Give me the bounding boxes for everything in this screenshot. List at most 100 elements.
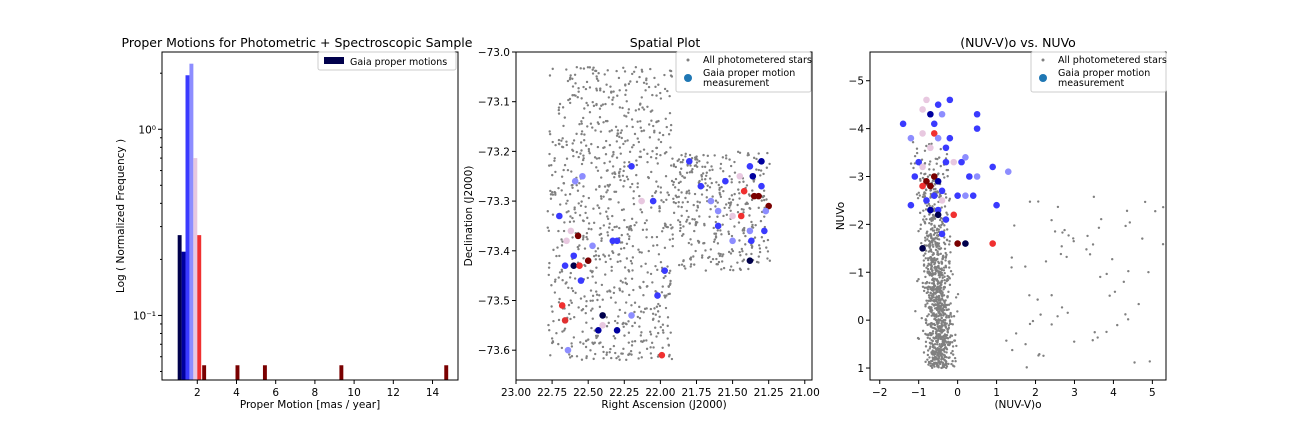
x-tick-label: 14 (426, 387, 440, 399)
photometered-star (618, 358, 621, 361)
photometered-star (606, 217, 610, 221)
photometered-star (944, 360, 948, 363)
photometered-star (586, 66, 590, 69)
photometered-star (933, 207, 936, 210)
gaia-point (638, 197, 645, 205)
gaia-point (973, 110, 981, 118)
photometered-star (669, 331, 672, 334)
photometered-star (641, 340, 644, 344)
photometered-star (953, 339, 956, 342)
gaia-point (749, 172, 757, 180)
photometered-star (924, 340, 928, 344)
photometered-star (948, 283, 952, 287)
cmd-title: (NUV-V)o vs. NUVo (960, 35, 1076, 50)
photometered-star (948, 243, 951, 246)
gaia-point (654, 292, 661, 299)
photometered-star (631, 340, 634, 343)
legend-label-gaia-line2: measurement (1058, 78, 1125, 89)
photometered-star (943, 229, 946, 232)
photometered-star (944, 337, 947, 340)
photometered-star (595, 290, 598, 293)
photometered-star (676, 159, 679, 163)
photometered-star (718, 193, 722, 196)
spatial-frame (515, 51, 813, 381)
photometered-star (922, 209, 925, 212)
photometered-star (925, 281, 928, 285)
photometered-star (766, 257, 769, 260)
photometered-star (549, 189, 552, 193)
gaia-point (973, 173, 981, 180)
photometered-star (1161, 205, 1165, 209)
photometered-star (557, 108, 560, 112)
photometered-star (671, 157, 674, 160)
photometered-star (575, 132, 578, 136)
photometered-star (937, 294, 941, 298)
photometered-star (1127, 269, 1130, 273)
photometered-star (649, 307, 653, 311)
photometered-star (669, 69, 673, 73)
photometered-star (915, 147, 919, 150)
photometered-star (1072, 340, 1076, 343)
x-tick-label: 21.50 (718, 387, 748, 399)
photometered-star (612, 344, 616, 348)
photometered-star (923, 215, 926, 218)
gaia-point (628, 163, 635, 170)
photometered-star (612, 150, 615, 154)
x-tick-label: 22.00 (645, 387, 675, 399)
photometered-star (633, 321, 637, 325)
photometered-star (645, 219, 648, 222)
photometered-star (671, 183, 675, 186)
photometered-star (708, 215, 711, 219)
y-tick-label: −1 (849, 267, 864, 279)
photometered-star (672, 164, 676, 168)
photometered-star (754, 223, 757, 227)
photometered-star (719, 167, 722, 170)
photometered-star (1014, 332, 1018, 335)
photometered-star (943, 279, 946, 282)
photometered-star (716, 229, 719, 232)
photometered-star (932, 217, 936, 220)
photometered-star (606, 189, 609, 192)
photometered-star (937, 333, 941, 336)
photometered-star (915, 151, 919, 155)
gaia-point (746, 257, 754, 265)
gaia-point (934, 211, 942, 219)
photometered-star (642, 108, 646, 111)
photometered-star (602, 253, 605, 256)
photometered-star (946, 228, 949, 231)
photometered-star (680, 153, 683, 157)
photometered-star (708, 177, 712, 180)
photometered-star (1024, 265, 1027, 268)
photometered-star (629, 349, 633, 353)
photometered-star (930, 222, 933, 226)
photometered-star (745, 201, 749, 204)
photometered-star (926, 314, 929, 318)
photometered-star (935, 162, 938, 165)
photometered-star (942, 256, 945, 259)
gaia-point (595, 327, 602, 334)
photometered-star (600, 237, 603, 240)
photometered-star (643, 221, 647, 225)
gaia-point (930, 192, 938, 199)
photometered-star (712, 226, 715, 230)
photometered-star (630, 217, 634, 221)
photometered-star (943, 247, 947, 250)
photometered-star (623, 266, 627, 269)
photometered-star (753, 236, 757, 239)
photometered-star (924, 252, 927, 255)
photometered-star (666, 89, 669, 93)
histogram-bar (235, 365, 240, 380)
gaia-point (707, 197, 715, 205)
photometered-star (585, 101, 588, 105)
gaia-point (579, 172, 586, 180)
photometered-star (931, 179, 935, 182)
gaia-point (722, 177, 729, 185)
photometered-star (661, 323, 665, 326)
gaia-point (923, 96, 930, 104)
photometered-star (647, 85, 651, 89)
photometered-star (728, 206, 731, 209)
photometered-star (933, 298, 936, 302)
photometered-star (622, 142, 625, 146)
photometered-star (618, 135, 621, 139)
photometered-star (940, 268, 944, 272)
